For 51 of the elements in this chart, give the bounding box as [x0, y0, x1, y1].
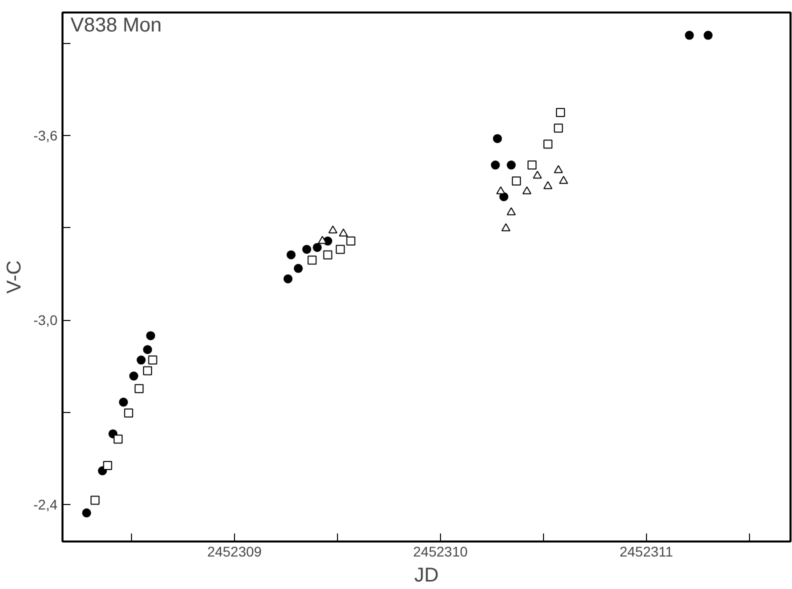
point	[336, 244, 345, 254]
point	[684, 30, 694, 40]
point	[501, 223, 510, 232]
point	[143, 345, 152, 354]
point	[543, 140, 552, 149]
y-tick-label: -2,4	[33, 496, 58, 513]
point	[323, 250, 332, 260]
y-axis-title: V-C	[3, 260, 26, 294]
y-tick-label: -3,0	[33, 312, 58, 328]
point	[90, 496, 100, 505]
point	[559, 176, 568, 184]
point	[312, 242, 322, 252]
point	[118, 398, 128, 407]
y-tick-label: -3,6	[33, 128, 58, 144]
point	[308, 256, 317, 265]
point	[82, 508, 92, 518]
x-tick-label: 2452311	[620, 544, 674, 560]
point	[528, 160, 537, 170]
point	[328, 225, 338, 234]
point	[302, 244, 312, 254]
x-tick-label: 2452310	[413, 544, 468, 560]
point	[136, 356, 146, 365]
point	[129, 372, 138, 381]
point	[506, 207, 516, 216]
point	[134, 384, 144, 394]
point	[554, 124, 563, 133]
x-tick-label: 2452309	[207, 544, 262, 560]
point	[148, 356, 158, 365]
point	[554, 165, 563, 174]
annotation: V838 Mon	[70, 14, 162, 36]
point	[490, 160, 500, 170]
point	[146, 331, 156, 340]
point	[512, 176, 521, 186]
point	[543, 181, 552, 190]
x-axis-title: JD	[414, 564, 439, 586]
point	[492, 134, 502, 144]
point	[532, 170, 542, 179]
point	[294, 264, 303, 273]
point	[143, 366, 152, 376]
point	[496, 186, 506, 194]
point	[114, 434, 123, 444]
point	[286, 250, 296, 260]
point	[124, 408, 134, 418]
point	[522, 186, 532, 194]
point	[704, 30, 713, 40]
point	[346, 236, 356, 246]
point	[338, 228, 348, 236]
point	[103, 461, 112, 470]
point	[506, 160, 516, 170]
point	[556, 108, 565, 117]
point	[284, 274, 293, 284]
